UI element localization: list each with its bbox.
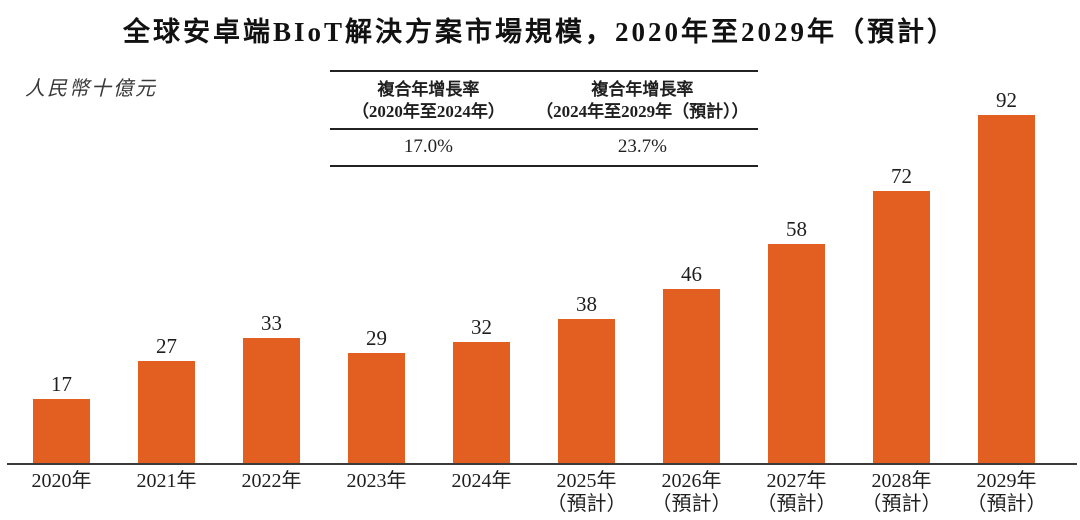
cagr-header-title: 複合年增長率 [591,80,694,99]
x-axis-label: 2020年 [9,470,114,516]
x-axis-label-line: 2024年 [451,470,512,492]
cagr-header-2024-2029: 複合年增長率 （2024年至2029年（預計）） [527,79,758,123]
bar-column: 92 [954,88,1059,463]
cagr-table-value-row: 17.0% 23.7% [330,130,758,168]
x-axis-label-line: 2023年 [346,470,407,492]
x-axis-label-line: 2026年 [661,470,722,492]
x-axis-label-line: 2028年 [871,470,932,492]
cagr-table: 複合年增長率 （2020年至2024年） 複合年增長率 （2024年至2029年… [330,70,758,168]
bar-column: 27 [114,88,219,463]
bar-column: 72 [849,88,954,463]
bar-column: 58 [744,88,849,463]
bar-chart: 17 27 33 29 32 38 46 58 72 92 2020年 2021年 2022年 2023… [0,88,1080,518]
bar-value-label: 33 [261,311,282,335]
x-axis-label: 2027年 （預計） [744,470,849,516]
x-axis-label: 2024年 [429,470,534,516]
x-axis-label-line: （預計） [651,493,732,515]
y-axis-unit-label: 人民幣十億元 [25,78,157,100]
x-axis-label-line: 2020年 [31,470,92,492]
cagr-header-period: （2024年至2029年（預計）） [536,102,749,122]
bar-column: 17 [9,88,114,463]
bar [138,361,195,463]
bar [33,399,90,463]
x-axis-label-line: 2027年 [766,470,827,492]
bar [243,338,300,463]
bar-column: 46 [639,88,744,463]
bar [873,191,930,463]
cagr-header-period: （2020年至2024年） [351,102,505,122]
cagr-header-title: 複合年增長率 [377,80,480,99]
cagr-header-2020-2024: 複合年增長率 （2020年至2024年） [330,79,527,123]
bar [768,244,825,463]
bar [978,115,1035,463]
x-axis-label-line: （預計） [546,493,627,515]
bar [663,289,720,463]
x-axis-label-line: （預計） [756,493,837,515]
chart-title: 全球安卓端BIoT解決方案市場規模，2020年至2029年（預計） [122,17,958,47]
x-axis-label: 2028年 （預計） [849,470,954,516]
x-axis-label: 2022年 [219,470,324,516]
bar-column: 29 [324,88,429,463]
bar-value-label: 29 [366,326,387,350]
bar [348,353,405,463]
bar-value-label: 27 [156,334,177,358]
x-axis-label: 2029年 （預計） [954,470,1059,516]
cagr-table-header-row: 複合年增長率 （2020年至2024年） 複合年增長率 （2024年至2029年… [330,70,758,131]
bar-value-label: 38 [576,292,597,316]
x-axis-label: 2021年 [114,470,219,516]
cagr-value-2024-2029: 23.7% [617,136,667,158]
bar-value-label: 92 [996,88,1017,112]
bar-value-label: 17 [51,372,72,396]
x-axis-label-line: 2025年 [556,470,617,492]
x-axis-label-line: （預計） [861,493,942,515]
x-axis-label-line: 2029年 [976,470,1037,492]
bar-series: 17 27 33 29 32 38 46 58 72 92 [9,88,1059,463]
bar-value-label: 72 [891,164,912,188]
x-axis-label: 2026年 （預計） [639,470,744,516]
bar-column: 38 [534,88,639,463]
bar-column: 33 [219,88,324,463]
bar-value-label: 32 [471,315,492,339]
x-axis-label: 2023年 [324,470,429,516]
bar-value-label: 46 [681,262,702,286]
x-axis-label-line: 2022年 [241,470,302,492]
x-axis-labels: 2020年 2021年 2022年 2023年 2024年 2025年 （預計） 2026年（… [9,470,1059,516]
x-axis-line [7,463,1077,465]
bar-column: 32 [429,88,534,463]
cagr-value-2020-2024: 17.0% [403,136,453,158]
bar-value-label: 58 [786,217,807,241]
bar [558,319,615,463]
x-axis-label-line: 2021年 [136,470,197,492]
bar [453,342,510,463]
x-axis-label-line: （預計） [966,493,1047,515]
x-axis-label: 2025年 （預計） [534,470,639,516]
